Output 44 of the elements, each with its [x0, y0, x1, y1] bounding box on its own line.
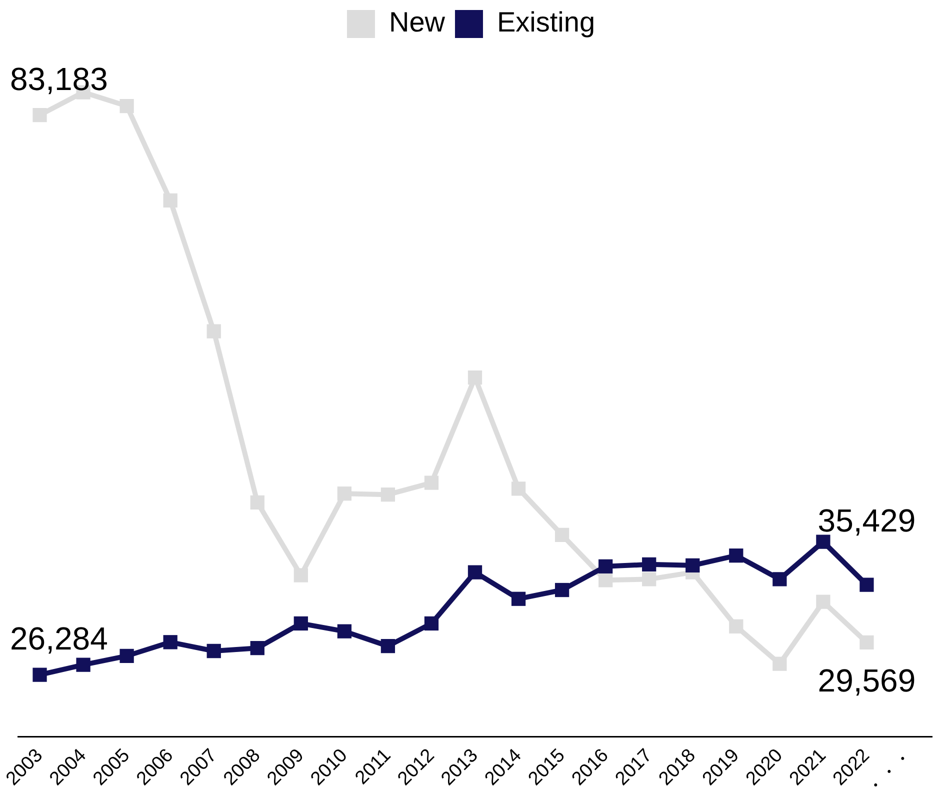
- point: [424, 616, 439, 631]
- point: [120, 648, 134, 663]
- point: [206, 644, 221, 658]
- point: [206, 324, 221, 338]
- point: [554, 528, 570, 542]
- point: [772, 572, 787, 586]
- data-label: 26,284: [10, 620, 108, 657]
- point: [250, 640, 264, 656]
- point: [468, 370, 482, 385]
- point: [686, 558, 700, 572]
- point: [468, 565, 482, 580]
- point: [294, 568, 308, 582]
- point: [337, 624, 352, 638]
- point: [860, 578, 874, 592]
- data-label: 29,569: [818, 662, 916, 698]
- point: [337, 486, 352, 501]
- legend-label: Existing: [496, 6, 596, 38]
- point: [860, 635, 874, 650]
- point: [163, 635, 178, 650]
- point: [511, 482, 526, 496]
- point: [598, 573, 613, 588]
- point: [816, 594, 830, 609]
- point: [250, 495, 264, 510]
- point: [511, 592, 526, 606]
- data-label: 35,429: [818, 502, 916, 539]
- point: [424, 476, 439, 490]
- point: [729, 548, 744, 563]
- point: [642, 572, 656, 586]
- point: [294, 616, 308, 631]
- point: [380, 639, 396, 654]
- point: [554, 582, 570, 598]
- point: [816, 534, 830, 549]
- point: [32, 108, 47, 122]
- point: [729, 619, 744, 634]
- point: [598, 559, 613, 574]
- point: [380, 488, 396, 502]
- point: [32, 668, 47, 682]
- point: [120, 98, 134, 114]
- data-label: 83,183: [10, 60, 108, 97]
- point: [76, 658, 90, 672]
- legend-label: New: [388, 6, 446, 38]
- point: [772, 656, 787, 671]
- point: [163, 193, 178, 208]
- point: [642, 557, 656, 572]
